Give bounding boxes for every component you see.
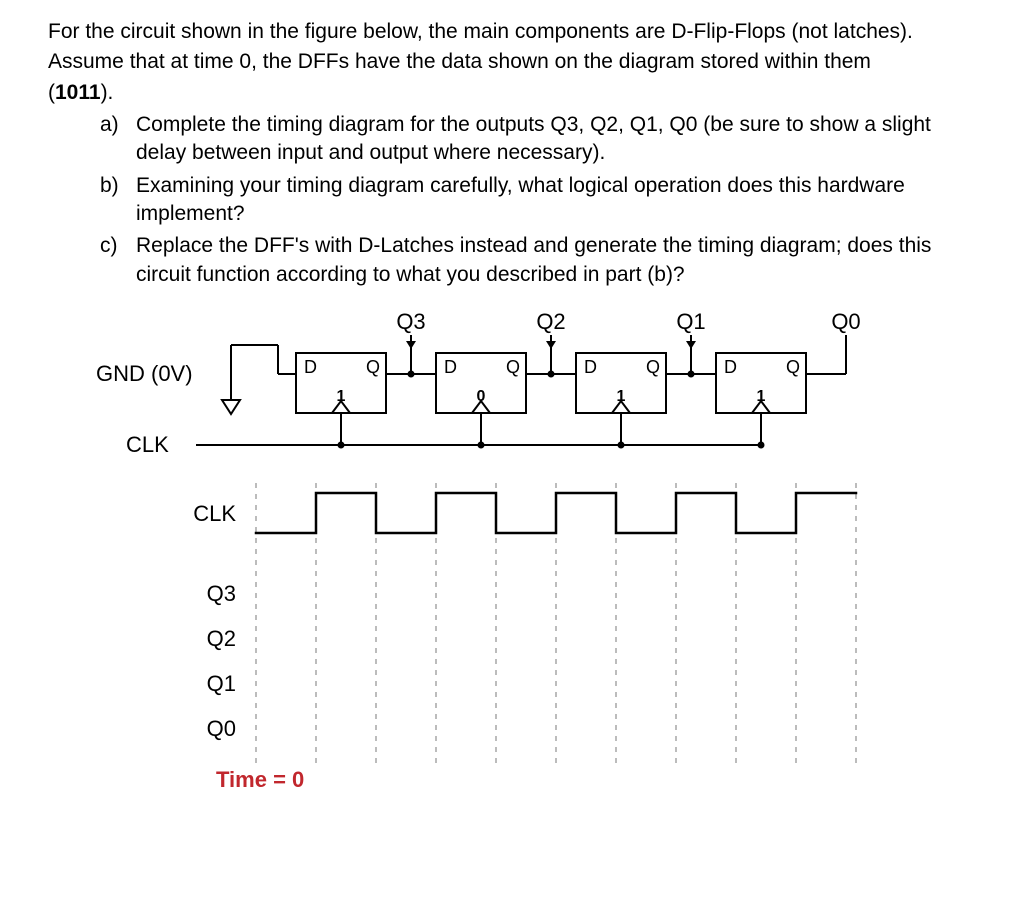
question-a-text: Complete the timing diagram for the outp…: [136, 113, 931, 164]
marker-c: c): [100, 232, 118, 260]
svg-text:D: D: [724, 357, 737, 377]
question-c: c) Replace the DFF's with D-Latches inst…: [100, 232, 984, 289]
question-a: a) Complete the timing diagram for the o…: [100, 111, 984, 168]
svg-text:Q1: Q1: [207, 671, 236, 696]
page: For the circuit shown in the figure belo…: [0, 0, 1024, 903]
question-b-text: Examining your timing diagram carefully,…: [136, 174, 905, 225]
circuit-diagram: GND (0V)CLKDQ1Q3DQ0Q2DQ1Q1DQ1Q0: [66, 293, 966, 463]
svg-text:Q: Q: [646, 357, 660, 377]
svg-text:Q0: Q0: [831, 309, 860, 334]
svg-text:Q2: Q2: [207, 626, 236, 651]
timing-diagram: CLK Q3 Q2 Q1 Q0 Time = 0: [136, 463, 896, 793]
svg-text:CLK: CLK: [126, 432, 169, 457]
svg-text:Q: Q: [366, 357, 380, 377]
svg-text:Q: Q: [786, 357, 800, 377]
svg-text:Q3: Q3: [396, 309, 425, 334]
question-list: a) Complete the timing diagram for the o…: [48, 111, 984, 289]
svg-text:GND (0V): GND (0V): [96, 361, 193, 386]
intro-line-1: For the circuit shown in the figure belo…: [48, 18, 984, 46]
svg-text:CLK: CLK: [193, 501, 236, 526]
intro-line-2: Assume that at time 0, the DFFs have the…: [48, 48, 984, 76]
intro-block: For the circuit shown in the figure belo…: [48, 18, 984, 107]
svg-text:Time = 0: Time = 0: [216, 767, 304, 792]
svg-text:Q: Q: [506, 357, 520, 377]
svg-text:Q1: Q1: [676, 309, 705, 334]
question-c-text: Replace the DFF's with D-Latches instead…: [136, 234, 931, 285]
question-b: b) Examining your timing diagram careful…: [100, 172, 984, 229]
svg-text:Q2: Q2: [536, 309, 565, 334]
intro-line-3: (1011).: [48, 79, 984, 107]
svg-text:D: D: [444, 357, 457, 377]
svg-text:Q0: Q0: [207, 716, 236, 741]
svg-text:Q3: Q3: [207, 581, 236, 606]
marker-a: a): [100, 111, 119, 139]
marker-b: b): [100, 172, 119, 200]
initial-value: 1011: [55, 81, 101, 104]
svg-text:D: D: [584, 357, 597, 377]
svg-text:D: D: [304, 357, 317, 377]
